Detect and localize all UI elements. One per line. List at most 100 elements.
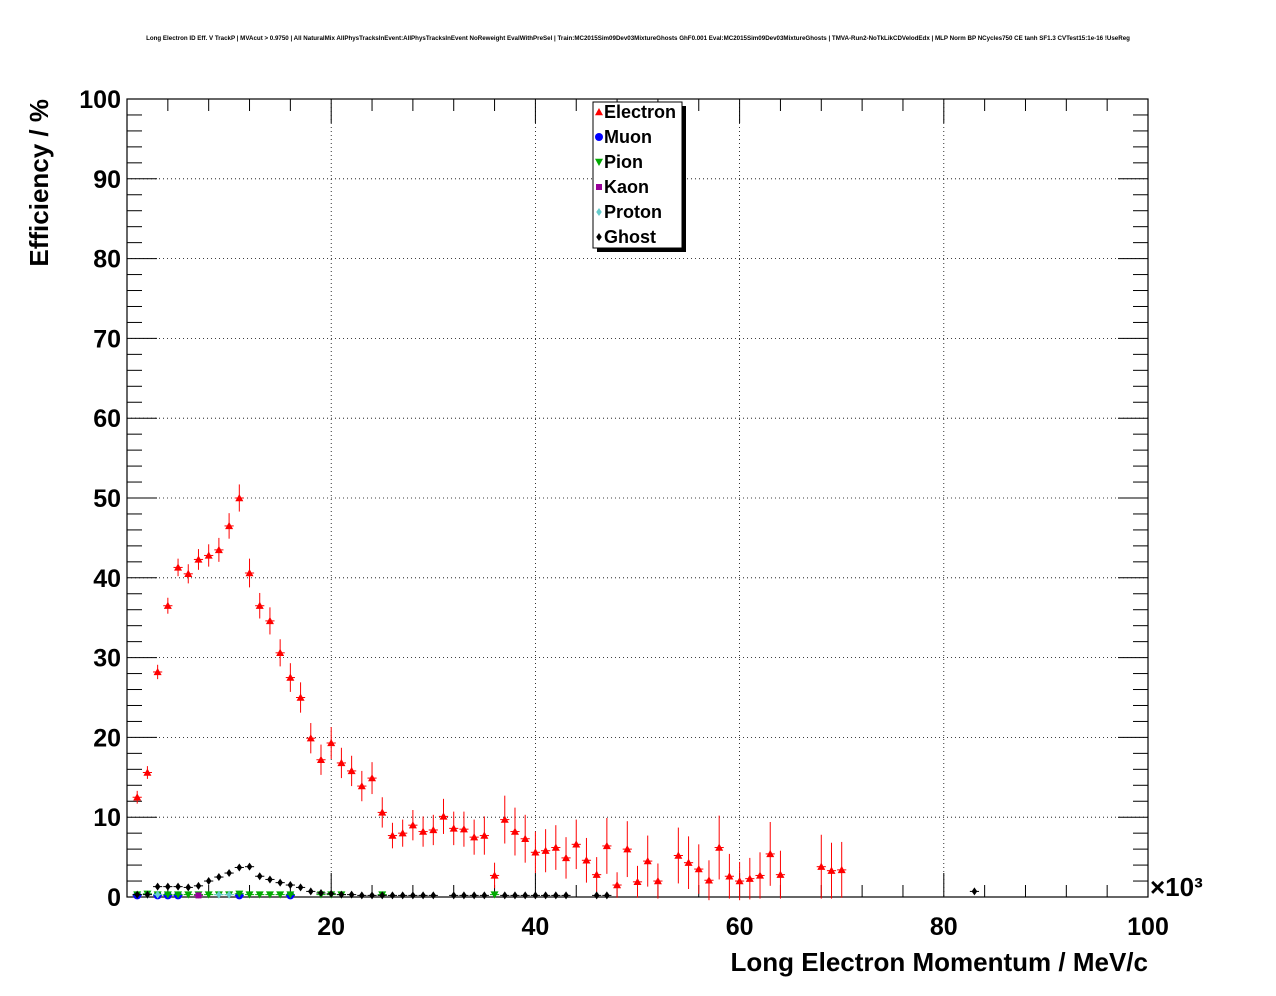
data-point bbox=[389, 891, 396, 900]
data-point bbox=[439, 812, 448, 820]
data-point bbox=[184, 891, 193, 899]
y-tick-labels: 0 10 20 30 40 50 60 70 80 90 100 bbox=[79, 86, 121, 912]
data-point bbox=[604, 891, 610, 900]
data-point bbox=[297, 883, 304, 892]
data-point bbox=[398, 829, 407, 837]
data-point bbox=[154, 882, 161, 891]
y-tick-label: 0 bbox=[107, 884, 121, 912]
data-point bbox=[174, 563, 183, 571]
legend-label: Ghost bbox=[604, 227, 656, 247]
x-tick-label: 60 bbox=[726, 913, 754, 941]
data-point bbox=[481, 891, 488, 900]
data-point bbox=[572, 840, 581, 848]
data-point bbox=[287, 881, 294, 890]
data-point bbox=[204, 551, 213, 559]
data-point bbox=[674, 851, 683, 859]
data-point bbox=[582, 856, 591, 864]
data-point bbox=[490, 891, 499, 899]
data-point bbox=[316, 755, 325, 763]
data-point bbox=[429, 825, 438, 834]
data-point bbox=[195, 892, 202, 899]
data-point bbox=[226, 890, 232, 899]
data-point bbox=[265, 891, 274, 899]
data-point bbox=[163, 601, 172, 609]
data-point bbox=[235, 890, 244, 898]
legend-label: Pion bbox=[604, 152, 643, 172]
data-point bbox=[143, 768, 152, 776]
x-tick-label: 80 bbox=[930, 913, 958, 941]
data-point bbox=[225, 521, 234, 530]
data-point bbox=[684, 858, 693, 866]
legend-label: Kaon bbox=[604, 177, 649, 197]
x-tick-label: 20 bbox=[317, 913, 345, 941]
data-point bbox=[388, 831, 397, 839]
data-point bbox=[461, 891, 467, 900]
data-point bbox=[144, 890, 151, 899]
data-point bbox=[359, 891, 365, 900]
y-tick-label: 40 bbox=[93, 565, 121, 593]
data-point bbox=[551, 843, 560, 851]
data-point bbox=[185, 883, 192, 892]
series-ghost bbox=[132, 862, 980, 900]
data-point bbox=[510, 827, 519, 835]
data-point bbox=[471, 891, 477, 900]
data-point bbox=[347, 766, 356, 775]
data-point bbox=[277, 878, 283, 887]
data-point bbox=[715, 843, 724, 851]
data-point bbox=[133, 793, 142, 801]
legend-label: Muon bbox=[604, 127, 652, 147]
legend-marker bbox=[595, 108, 603, 116]
y-axis-label: Efficiency / % bbox=[24, 99, 54, 267]
data-point bbox=[532, 891, 539, 900]
data-point bbox=[521, 834, 530, 842]
y-tick-label: 20 bbox=[93, 724, 121, 752]
data-point bbox=[817, 862, 826, 870]
data-point bbox=[419, 827, 428, 835]
data-point bbox=[246, 862, 253, 871]
data-point bbox=[378, 808, 387, 816]
chart-title: Long Electron ID Eff. V TrackP | MVAcut … bbox=[146, 35, 1130, 42]
data-point bbox=[236, 863, 243, 872]
data-point bbox=[745, 874, 754, 882]
y-tick-label: 30 bbox=[93, 645, 121, 673]
data-point bbox=[184, 569, 193, 578]
y-tick-label: 90 bbox=[93, 166, 121, 194]
data-point bbox=[602, 841, 611, 850]
series-kaon bbox=[193, 892, 204, 899]
data-point bbox=[541, 846, 550, 854]
data-point bbox=[194, 555, 203, 563]
data-point bbox=[265, 616, 274, 625]
x-tick-label: 40 bbox=[521, 913, 549, 941]
data-point bbox=[450, 891, 457, 900]
legend-marker bbox=[595, 133, 603, 141]
data-point bbox=[134, 890, 141, 899]
data-point bbox=[276, 648, 285, 657]
legend-marker bbox=[595, 158, 603, 166]
data-point bbox=[174, 891, 183, 899]
data-point bbox=[276, 891, 285, 899]
data-point bbox=[226, 869, 232, 878]
data-point bbox=[522, 891, 528, 900]
data-point bbox=[837, 865, 846, 874]
data-point bbox=[449, 824, 458, 832]
data-point bbox=[214, 545, 223, 554]
data-points bbox=[132, 484, 980, 901]
legend-marker bbox=[596, 184, 602, 190]
data-point bbox=[306, 734, 315, 742]
data-point bbox=[593, 891, 600, 900]
data-point bbox=[592, 870, 601, 878]
series-electron bbox=[132, 484, 847, 901]
data-point bbox=[542, 891, 549, 900]
data-point bbox=[694, 865, 703, 873]
data-point bbox=[267, 875, 273, 884]
data-point bbox=[204, 891, 213, 899]
data-point bbox=[205, 877, 212, 886]
data-point bbox=[296, 693, 305, 701]
x-tick-labels: 20 40 60 80 100 bbox=[317, 913, 1169, 941]
grid-lines bbox=[127, 99, 1148, 897]
data-point bbox=[165, 882, 171, 891]
y-tick-label: 100 bbox=[79, 86, 121, 114]
data-point bbox=[776, 870, 785, 878]
data-point bbox=[163, 891, 172, 899]
data-point bbox=[328, 889, 334, 898]
